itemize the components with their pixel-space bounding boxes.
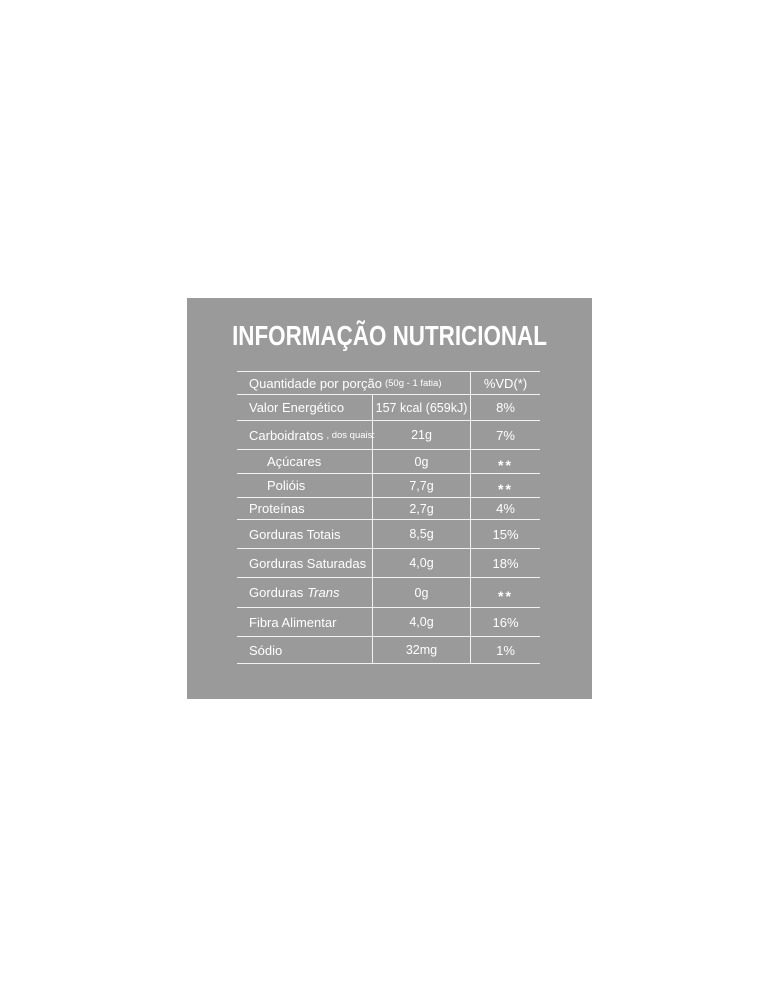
row-value-cell: 4,0g bbox=[372, 549, 470, 577]
row-label: Açúcares bbox=[267, 454, 322, 469]
row-dv-cell: ** bbox=[470, 578, 540, 607]
nutrition-title: INFORMAÇÃO NUTRICIONAL bbox=[232, 320, 547, 351]
table-row: Polióis 7,7g ** bbox=[237, 474, 540, 498]
row-dv: 15% bbox=[492, 526, 519, 542]
row-value: 21g bbox=[411, 428, 432, 442]
row-dv: 7% bbox=[496, 427, 515, 443]
row-dv-cell: ** bbox=[470, 450, 540, 473]
row-value-cell: 32mg bbox=[372, 637, 470, 663]
table-row: Valor Energético 157 kcal (659kJ) 8% bbox=[237, 395, 540, 421]
row-dv-cell: ** bbox=[470, 474, 540, 497]
row-label-cell: Gorduras Trans bbox=[237, 578, 372, 607]
row-dv: ** bbox=[498, 456, 513, 473]
row-dv: 4% bbox=[496, 501, 515, 516]
row-dv-cell: 8% bbox=[470, 395, 540, 420]
row-label-cell: Gorduras Totais bbox=[237, 520, 372, 548]
row-value: 2,7g bbox=[409, 501, 434, 516]
row-label-cell: Gorduras Saturadas bbox=[237, 549, 372, 577]
table-row: Proteínas 2,7g 4% bbox=[237, 498, 540, 520]
row-label: Carboidratos bbox=[249, 427, 324, 443]
row-dv-cell: 7% bbox=[470, 421, 540, 449]
row-value: 0g bbox=[414, 585, 429, 600]
row-value: 4,0g bbox=[409, 615, 434, 629]
row-value-cell: 2,7g bbox=[372, 498, 470, 519]
row-label-cell: Proteínas bbox=[237, 498, 372, 519]
row-label: Polióis bbox=[267, 478, 306, 493]
row-label-cell: Fibra Alimentar bbox=[237, 608, 372, 636]
table-row: Carboidratos, dos quais: 21g 7% bbox=[237, 421, 540, 450]
row-dv: ** bbox=[498, 480, 513, 497]
row-value-cell: 8,5g bbox=[372, 520, 470, 548]
row-value: 157 kcal (659kJ) bbox=[375, 400, 468, 415]
row-label: Gorduras Totais bbox=[249, 526, 341, 542]
row-label: Valor Energético bbox=[249, 400, 345, 415]
row-value: 32mg bbox=[405, 643, 438, 657]
row-dv: 8% bbox=[496, 400, 515, 415]
table-row: Sódio 32mg 1% bbox=[237, 637, 540, 664]
row-label-cell: Sódio bbox=[237, 637, 372, 663]
row-label-cell: Açúcares bbox=[237, 450, 372, 473]
row-label-italic: Trans bbox=[307, 585, 340, 600]
row-label-cell: Valor Energético bbox=[237, 395, 372, 420]
row-label-note: , dos quais: bbox=[326, 429, 376, 441]
row-label-cell: Polióis bbox=[237, 474, 372, 497]
row-value: 4,0g bbox=[409, 556, 434, 570]
row-value: 7,7g bbox=[409, 478, 434, 493]
row-dv-cell: 4% bbox=[470, 498, 540, 519]
row-label: Fibra Alimentar bbox=[249, 614, 337, 630]
nutrition-label-panel: INFORMAÇÃO NUTRICIONAL Quantidade por po… bbox=[187, 298, 592, 699]
row-value-cell: 0g bbox=[372, 578, 470, 607]
row-value-cell: 21g bbox=[372, 421, 470, 449]
header-quantity-label: Quantidade por porção bbox=[249, 375, 382, 391]
row-label: Sódio bbox=[249, 642, 283, 658]
row-label: Gorduras bbox=[249, 585, 304, 600]
table-row: Gorduras Saturadas 4,0g 18% bbox=[237, 549, 540, 578]
row-dv: 16% bbox=[492, 614, 519, 630]
header-quantity-cell: Quantidade por porção (50g - 1 fatia) bbox=[237, 372, 470, 394]
row-dv: ** bbox=[498, 587, 513, 604]
table-row: Açúcares 0g ** bbox=[237, 450, 540, 474]
table-row: Gorduras Totais 8,5g 15% bbox=[237, 520, 540, 549]
header-dv-cell: %VD(*) bbox=[470, 372, 540, 394]
row-label-cell: Carboidratos, dos quais: bbox=[237, 421, 376, 449]
row-dv: 1% bbox=[496, 642, 515, 658]
row-value: 8,5g bbox=[409, 527, 434, 541]
row-value-cell: 0g bbox=[372, 450, 470, 473]
header-quantity-note: (50g - 1 fatia) bbox=[384, 377, 442, 389]
row-label: Gorduras Saturadas bbox=[249, 555, 367, 571]
table-header-row: Quantidade por porção (50g - 1 fatia) %VD(… bbox=[237, 372, 540, 395]
row-dv-cell: 15% bbox=[470, 520, 540, 548]
table-row: Gorduras Trans 0g ** bbox=[237, 578, 540, 608]
row-value-cell: 7,7g bbox=[372, 474, 470, 497]
row-dv-cell: 16% bbox=[470, 608, 540, 636]
row-dv-cell: 18% bbox=[470, 549, 540, 577]
row-dv-cell: 1% bbox=[470, 637, 540, 663]
header-dv-label: %VD(*) bbox=[483, 375, 528, 391]
row-value-cell: 157 kcal (659kJ) bbox=[372, 395, 470, 420]
nutrition-table: Quantidade por porção (50g - 1 fatia) %VD(… bbox=[237, 371, 540, 664]
row-label: Proteínas bbox=[249, 501, 305, 516]
row-value-cell: 4,0g bbox=[372, 608, 470, 636]
row-value: 0g bbox=[414, 454, 429, 469]
row-dv: 18% bbox=[492, 555, 519, 571]
table-row: Fibra Alimentar 4,0g 16% bbox=[237, 608, 540, 637]
